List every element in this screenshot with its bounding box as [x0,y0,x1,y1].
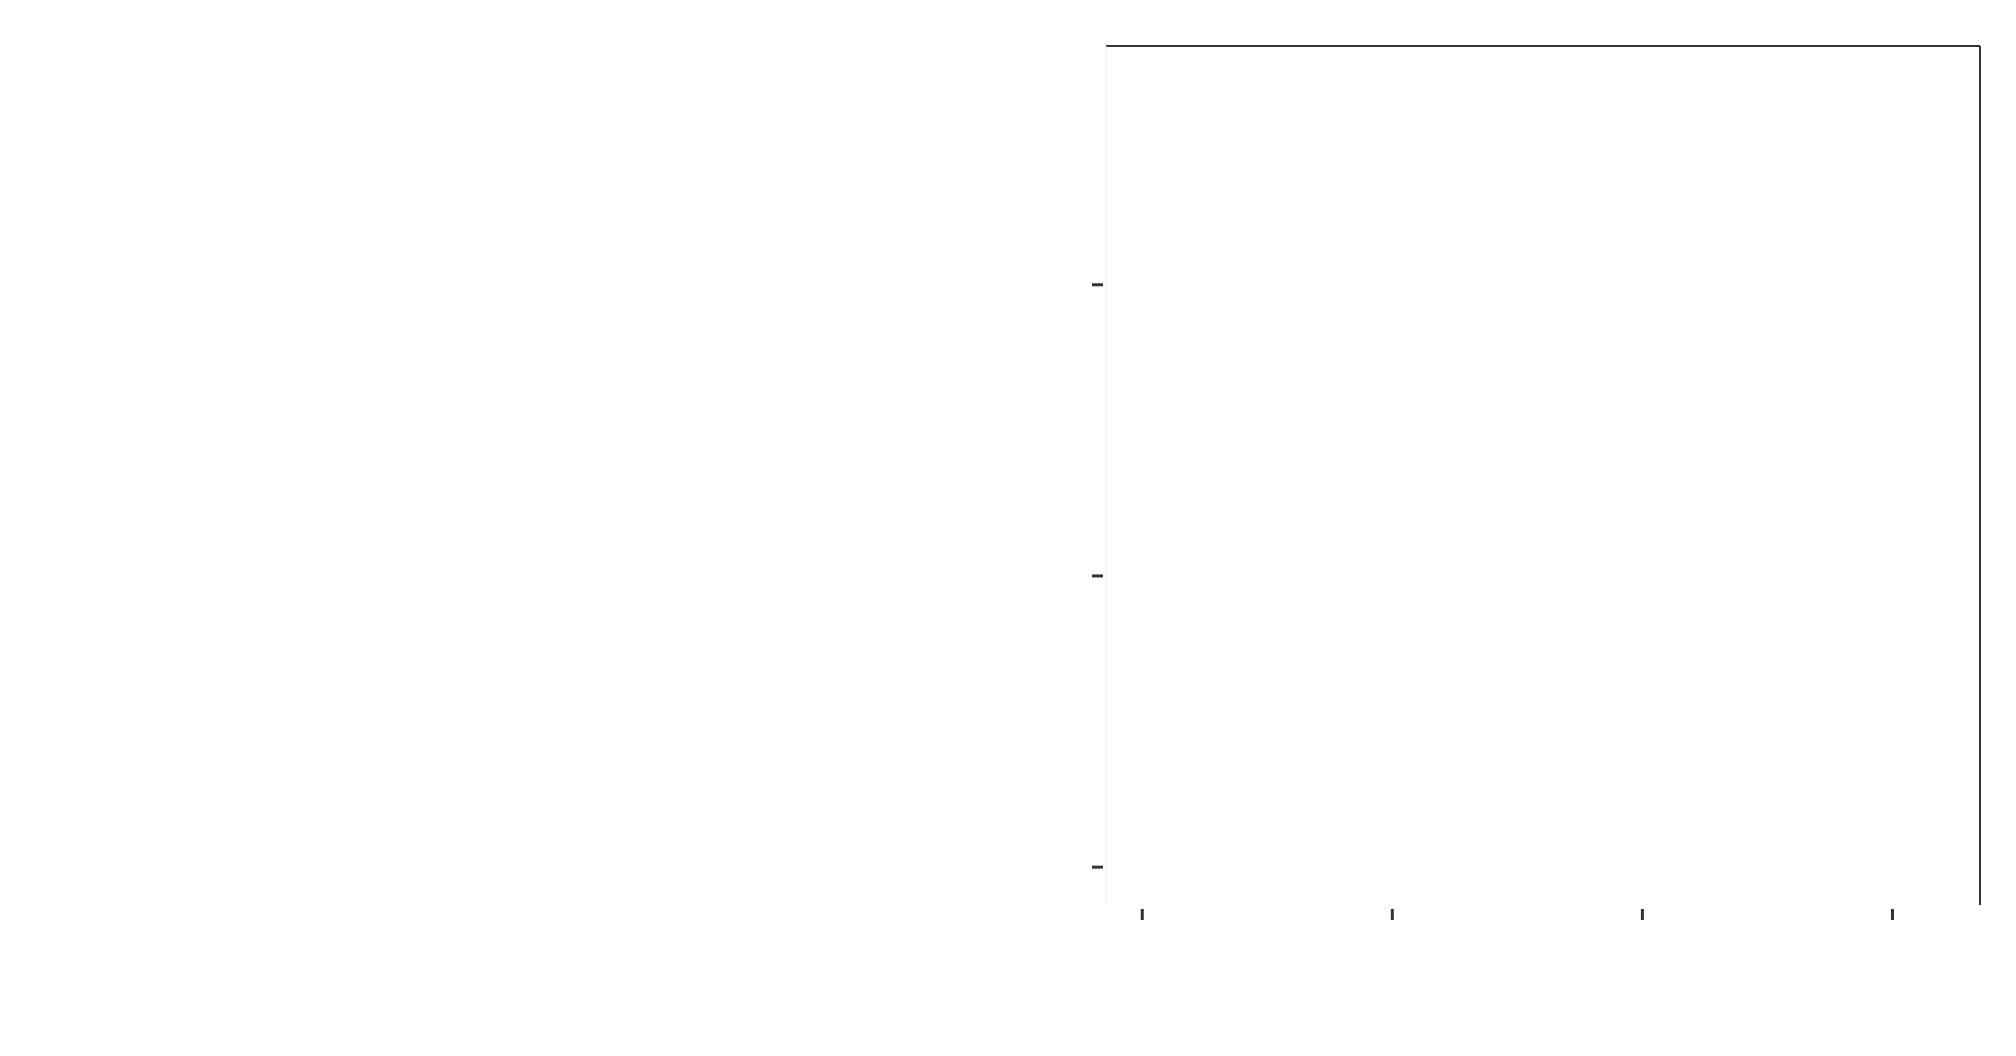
plot-area [1105,45,1981,905]
y-axis-ticks [1092,283,1103,869]
x-axis-ticks [1140,909,1894,920]
